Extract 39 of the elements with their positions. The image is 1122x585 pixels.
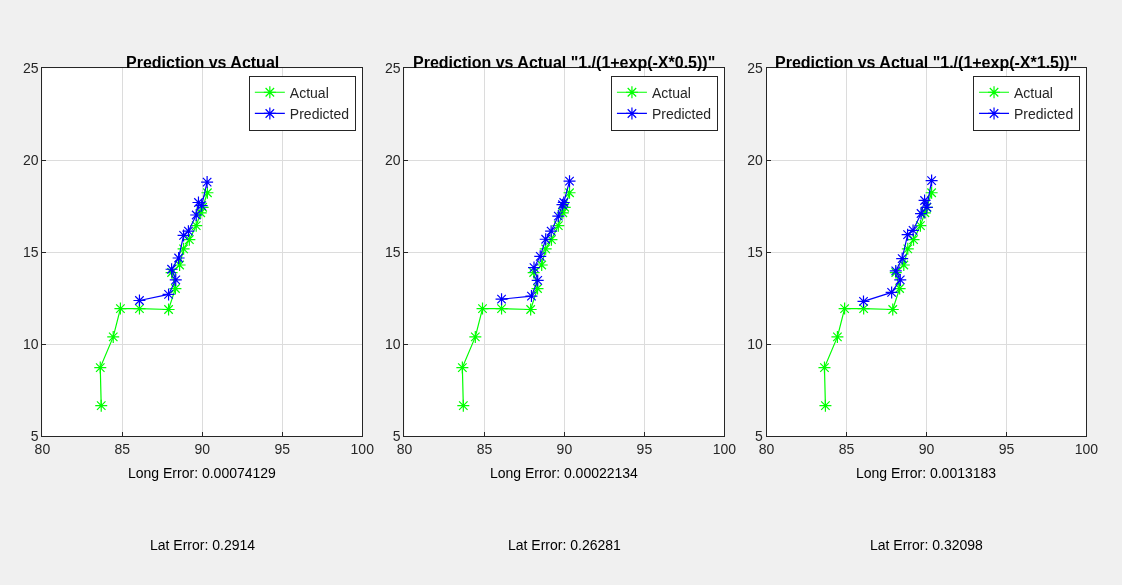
y-tick-label: 20 bbox=[747, 152, 763, 169]
legend-label: Actual bbox=[1014, 84, 1053, 101]
x-tick-label: 100 bbox=[1074, 440, 1099, 457]
text: Long Error: 0.00074129 bbox=[128, 465, 277, 481]
chart-title: Prediction vs Actual "1./(1+exp(-X*1.5))" bbox=[775, 54, 1078, 71]
y-tick-label: 10 bbox=[747, 335, 763, 352]
x-tick-label: 90 bbox=[918, 440, 935, 457]
y-tick-label: 15 bbox=[747, 244, 763, 261]
y-tick-label: 10 bbox=[385, 335, 401, 352]
y-tick-label: 25 bbox=[385, 60, 401, 77]
x-tick-label: 95 bbox=[998, 440, 1015, 457]
legend-label: Predicted bbox=[289, 105, 349, 122]
x-tick-label: 95 bbox=[636, 440, 653, 457]
x-tick-label: 100 bbox=[350, 440, 375, 457]
chart-title: Prediction vs Actual "1./(1+exp(-X*0.5))" bbox=[413, 54, 716, 71]
chart-title: Prediction vs Actual bbox=[126, 54, 280, 71]
x-tick-label: 85 bbox=[114, 440, 131, 457]
text: Long Error: 0.00022134 bbox=[490, 465, 639, 481]
text: Lat Error: 0.32098 bbox=[870, 537, 984, 553]
legend-label: Predicted bbox=[1014, 105, 1074, 122]
text: Lat Error: 0.26281 bbox=[508, 537, 622, 553]
legend-label: Actual bbox=[289, 84, 329, 101]
x-tick-label: 85 bbox=[838, 440, 855, 457]
x-tick-label: 85 bbox=[476, 440, 493, 457]
x-tick-label: 90 bbox=[194, 440, 211, 457]
y-tick-label: 15 bbox=[23, 244, 39, 261]
y-tick-label: 20 bbox=[23, 152, 39, 169]
text: Lat Error: 0.2914 bbox=[150, 537, 256, 553]
legend-label: Actual bbox=[651, 84, 691, 101]
text: Long Error: 0.0013183 bbox=[856, 465, 997, 481]
y-tick-label: 25 bbox=[747, 60, 763, 77]
x-tick-label: 90 bbox=[556, 440, 573, 457]
y-tick-label: 25 bbox=[23, 60, 39, 77]
x-tick-label: 95 bbox=[274, 440, 291, 457]
x-tick-label: 100 bbox=[712, 440, 737, 457]
y-tick-label: 10 bbox=[23, 335, 39, 352]
legend-label: Predicted bbox=[651, 105, 712, 122]
y-tick-label: 20 bbox=[385, 152, 401, 169]
y-tick-label: 15 bbox=[385, 244, 401, 261]
